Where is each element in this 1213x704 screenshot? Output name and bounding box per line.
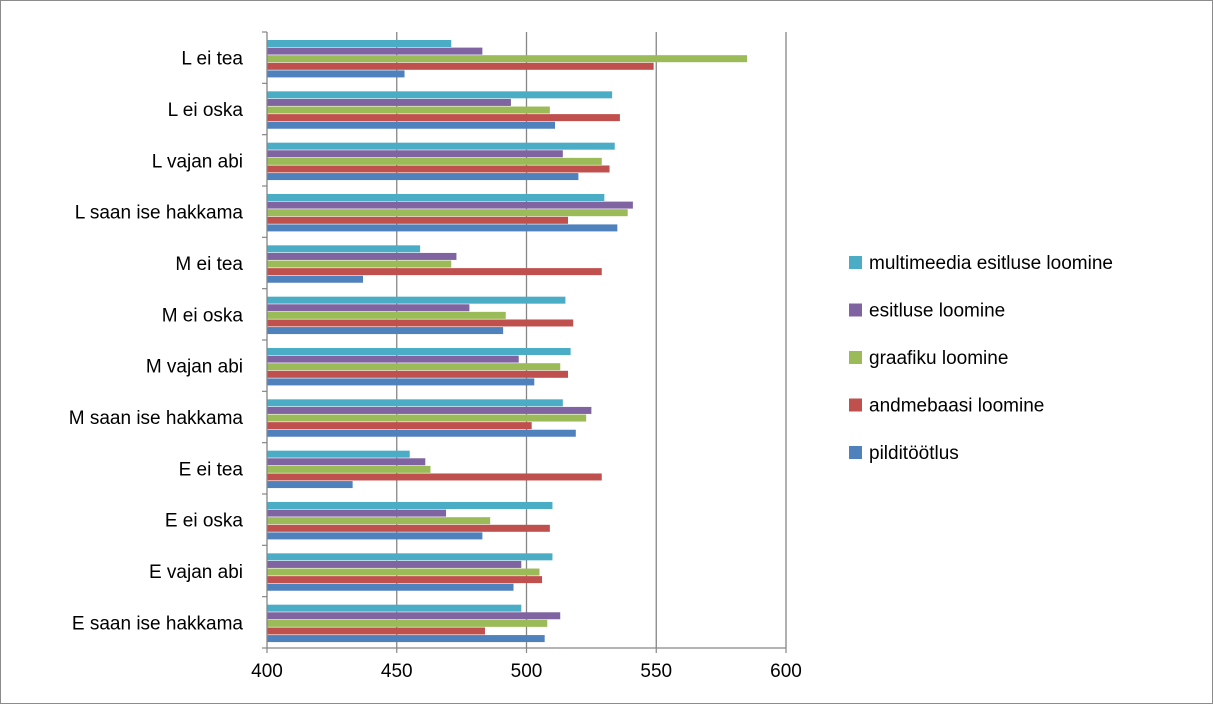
bar	[267, 40, 452, 47]
bar	[267, 311, 506, 319]
bars	[267, 40, 748, 643]
legend: multimeedia esitluse loomine esitluse loo…	[849, 253, 1113, 464]
bar	[267, 568, 540, 576]
bar	[267, 465, 431, 473]
bar	[267, 327, 504, 335]
bar	[267, 114, 620, 122]
bar	[267, 619, 548, 627]
bar	[267, 304, 470, 312]
bar	[267, 62, 654, 70]
bar	[267, 532, 483, 540]
x-tick-label: 550	[640, 661, 672, 682]
bar	[267, 209, 628, 217]
category-label: L ei oska	[168, 100, 244, 121]
bar	[267, 406, 592, 414]
bar	[267, 55, 748, 63]
category-label: L ei tea	[181, 49, 243, 70]
bar	[267, 216, 569, 224]
category-label: L vajan abi	[152, 151, 243, 172]
category-labels: L ei tea L ei oska L vajan abi L saan ise h…	[69, 49, 244, 635]
bar	[267, 612, 561, 620]
axes	[262, 31, 787, 653]
bar	[267, 150, 563, 158]
bar	[267, 355, 519, 363]
bar	[267, 157, 602, 165]
category-label: E ei oska	[165, 511, 244, 532]
category-label: M ei oska	[162, 305, 244, 326]
bar	[267, 399, 563, 407]
bar	[267, 121, 556, 129]
x-tick-label: 400	[251, 661, 283, 682]
bar	[267, 348, 571, 355]
bar	[267, 260, 452, 268]
bar	[267, 275, 364, 283]
bar	[267, 553, 553, 561]
x-tick-label: 600	[770, 661, 802, 682]
bar	[267, 414, 587, 422]
bar	[267, 627, 485, 635]
legend-label: andmebaasi loomine	[869, 396, 1044, 417]
bar	[267, 98, 511, 106]
category-label: M vajan abi	[146, 357, 243, 378]
bar	[267, 296, 566, 304]
legend-swatch	[849, 446, 862, 459]
legend-label: graafiku loomine	[869, 348, 1008, 369]
category-label: L saan ise hakkama	[75, 203, 244, 224]
category-label: M saan ise hakkama	[69, 408, 244, 429]
gridlines	[396, 32, 787, 648]
bar	[267, 604, 522, 612]
bar	[267, 245, 421, 253]
bar	[267, 194, 605, 201]
category-label: E ei tea	[179, 459, 244, 480]
bar	[267, 319, 574, 327]
bar	[267, 429, 576, 437]
x-tick-label: 500	[511, 661, 543, 682]
legend-label: esitluse loomine	[869, 301, 1005, 322]
bar	[267, 224, 618, 232]
x-tick-label: 450	[381, 661, 413, 682]
category-label: M ei tea	[175, 254, 243, 275]
category-label: E vajan abi	[149, 562, 243, 583]
bar	[267, 524, 550, 532]
bar	[267, 560, 522, 568]
bar	[267, 422, 532, 430]
bar	[267, 509, 447, 517]
bar	[267, 473, 602, 481]
bar	[267, 268, 602, 276]
bar	[267, 201, 633, 209]
bar	[267, 47, 483, 55]
legend-swatch	[849, 256, 862, 269]
bar	[267, 363, 561, 371]
legend-swatch	[849, 351, 862, 364]
bar	[267, 173, 579, 181]
legend-label: multimeedia esitluse loomine	[869, 253, 1113, 274]
bar	[267, 458, 426, 466]
bar	[267, 142, 615, 150]
tick-labels: 400 450 500 550 600	[251, 661, 802, 682]
bar	[267, 106, 550, 114]
legend-swatch	[849, 303, 862, 317]
bar	[267, 370, 569, 378]
bar	[267, 70, 405, 78]
bar	[267, 502, 553, 509]
bar	[267, 481, 353, 489]
category-label: E saan ise hakkama	[72, 613, 244, 634]
bar	[267, 378, 535, 386]
bar	[267, 517, 491, 525]
legend-label: pilditöötlus	[869, 443, 959, 464]
bar	[267, 576, 543, 584]
bar	[267, 165, 610, 173]
bar	[267, 635, 545, 643]
bar	[267, 583, 514, 591]
bar	[267, 450, 410, 458]
legend-swatch	[849, 398, 862, 412]
bar	[267, 252, 457, 260]
bar	[267, 91, 613, 99]
